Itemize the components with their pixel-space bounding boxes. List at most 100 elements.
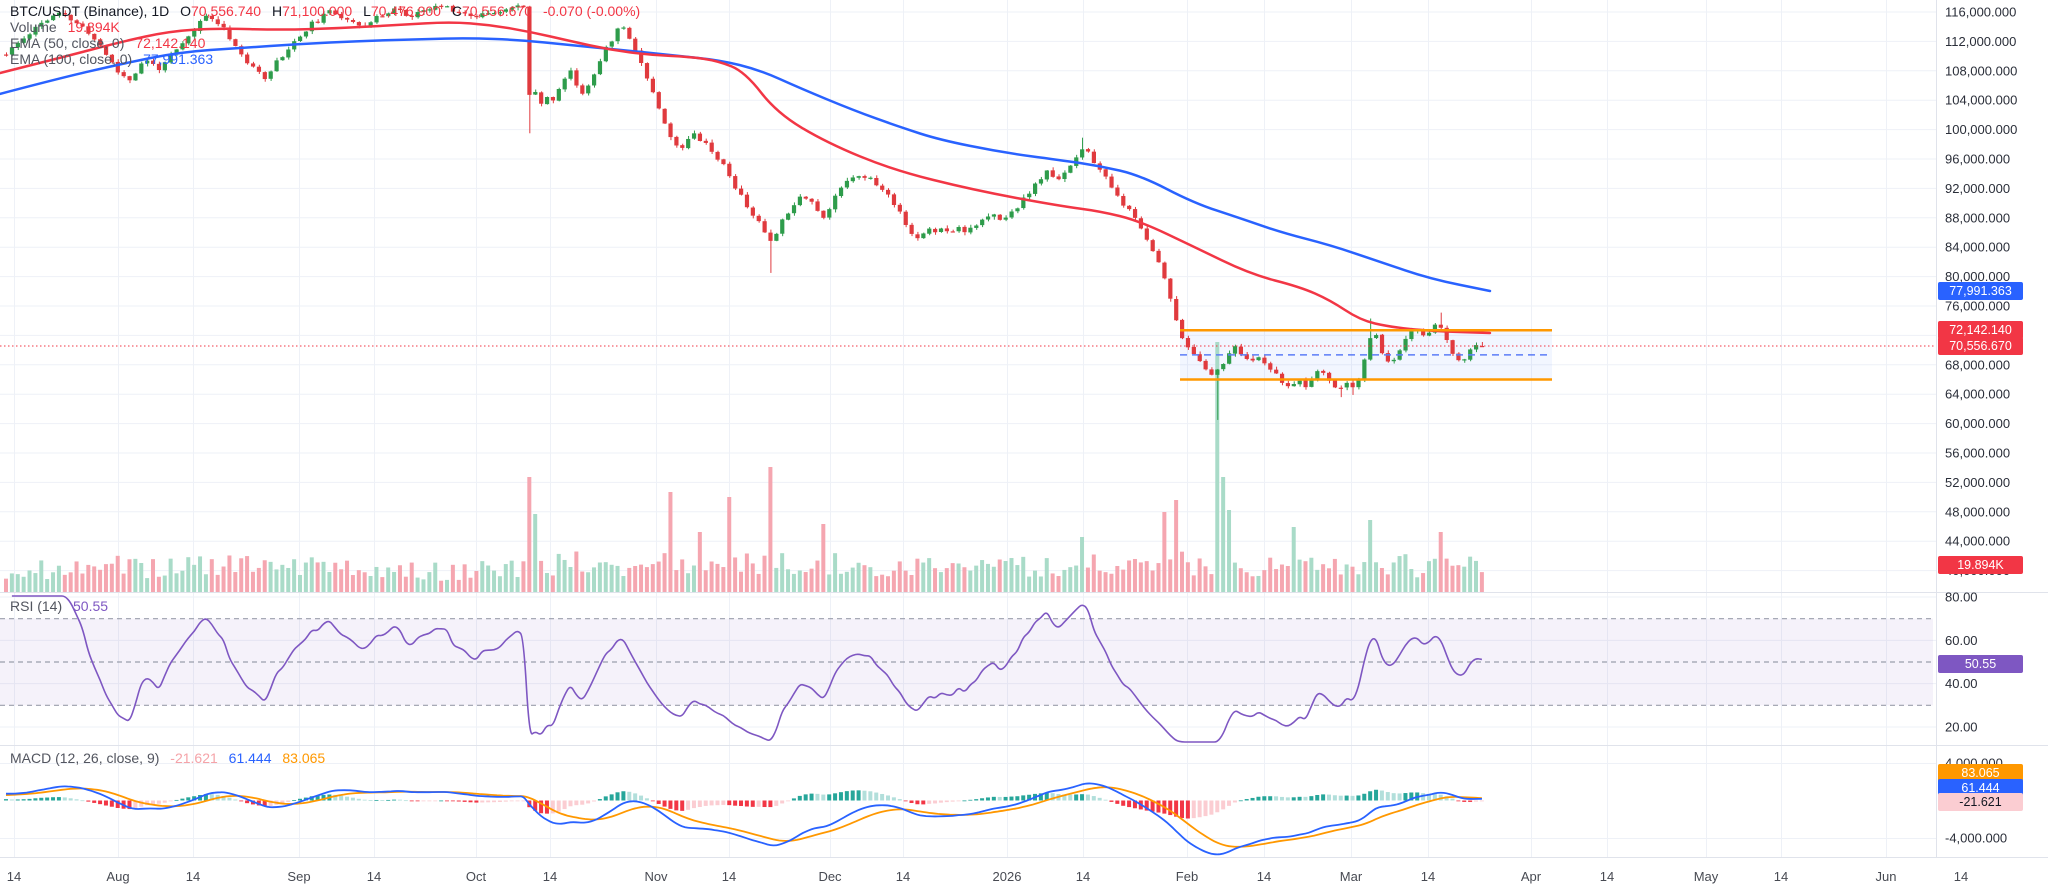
- macd-histogram-bar: [127, 800, 132, 810]
- macd-signal-line[interactable]: [5, 786, 1482, 848]
- macd-histogram-bar: [1221, 800, 1226, 810]
- macd-histogram-bar: [1044, 792, 1049, 801]
- macd-histogram-bar: [697, 800, 702, 808]
- time-tick-label: Feb: [1176, 869, 1198, 884]
- price-tick-label: 88,000.000: [1945, 210, 2010, 225]
- volume-bar: [1291, 527, 1296, 592]
- macd-line[interactable]: [5, 782, 1482, 856]
- volume-bar: [1103, 572, 1108, 592]
- macd-histogram-bar: [1468, 800, 1473, 802]
- volume-bar: [1238, 568, 1243, 592]
- candle-body: [1044, 170, 1049, 180]
- candle-body: [1109, 176, 1114, 188]
- candle-body: [886, 189, 891, 195]
- candle-body: [1338, 387, 1343, 389]
- candle-body: [1444, 327, 1449, 341]
- candle-body: [1050, 170, 1055, 177]
- price-tick-label: 92,000.000: [1945, 181, 2010, 196]
- macd-histogram-bar: [315, 795, 320, 801]
- price-tick-label: 100,000.000: [1945, 122, 2017, 137]
- volume-bar: [991, 566, 996, 592]
- rsi-legend[interactable]: RSI (14) 50.55: [10, 598, 108, 614]
- volume-bar: [1115, 565, 1120, 592]
- macd-histogram-bar: [1432, 794, 1437, 801]
- candle-body: [915, 234, 920, 239]
- candle-body: [550, 97, 556, 101]
- candle-body: [1003, 217, 1008, 220]
- macd-tick-label: -4,000.000: [1945, 831, 2007, 846]
- time-axis-bg[interactable]: [0, 858, 2048, 895]
- macd-histogram-bar: [915, 800, 920, 805]
- macd-histogram-bar: [298, 798, 302, 801]
- price-tick-label: 56,000.000: [1945, 445, 2010, 460]
- volume-bar: [609, 564, 614, 592]
- candle-body: [774, 233, 779, 241]
- candle-body: [403, 9, 409, 16]
- close-value: 70,556.670: [461, 3, 533, 19]
- volume-bar: [374, 566, 379, 592]
- candle-body: [327, 10, 332, 14]
- volume-bar: [21, 576, 26, 592]
- volume-bar: [227, 555, 232, 592]
- candle-body: [721, 159, 726, 165]
- ema100-line[interactable]: [0, 37, 1492, 293]
- candle-body: [445, 6, 450, 8]
- volume-bar: [968, 570, 973, 592]
- candle-body: [127, 76, 132, 81]
- macd-histogram-bar: [462, 800, 467, 802]
- time-tick-label: 14: [1257, 869, 1271, 884]
- volume-bar: [650, 564, 655, 592]
- candle-body: [462, 12, 467, 14]
- volume-bar: [1338, 574, 1343, 592]
- volume-row[interactable]: Volume 19.894K: [10, 19, 640, 36]
- candle-body: [1268, 363, 1273, 370]
- volume-bar: [1109, 573, 1114, 592]
- macd-histogram-bar: [1068, 794, 1073, 801]
- price-tick-label: 68,000.000: [1945, 357, 2010, 372]
- volume-bar: [1003, 561, 1008, 592]
- volume-bar: [233, 572, 238, 592]
- volume-bar: [956, 563, 961, 592]
- volume-bar: [1156, 563, 1161, 592]
- volume-bar: [1474, 560, 1478, 592]
- macd-histogram-bar: [1309, 796, 1314, 801]
- candle-body: [309, 21, 314, 32]
- macd-histogram-bar: [9, 799, 14, 801]
- candle-body: [433, 5, 438, 10]
- macd-histogram-bar: [762, 800, 767, 808]
- candle-body: [880, 185, 885, 190]
- macd-legend[interactable]: MACD (12, 26, close, 9) -21.621 61.444 8…: [10, 750, 325, 766]
- symbol-row[interactable]: BTC/USDT (Binance), 1D O70,556.740 H71,1…: [10, 3, 640, 20]
- rsi-line[interactable]: [11, 595, 1483, 743]
- volume-bar: [603, 562, 608, 592]
- price-tick-label: 84,000.000: [1945, 240, 2010, 255]
- candle-body: [450, 5, 456, 12]
- macd-histogram-bar: [1127, 800, 1132, 808]
- candle-body: [574, 70, 579, 86]
- macd-histogram-bar: [850, 790, 855, 801]
- macd-histogram-bar: [1003, 796, 1008, 801]
- candle-body: [86, 26, 91, 34]
- macd-histogram-bar: [974, 799, 979, 801]
- ema100-row[interactable]: EMA (100, close, 0) 77,991.363: [10, 51, 640, 68]
- macd-histogram-bar: [151, 800, 155, 805]
- candle-body: [991, 214, 997, 217]
- candle-body: [533, 91, 538, 95]
- volume-bar: [1391, 562, 1396, 592]
- volume-bar: [544, 572, 549, 592]
- ema50-line[interactable]: [0, 21, 1492, 335]
- macd-histogram-bar: [615, 792, 620, 801]
- macd-histogram-bar: [421, 800, 426, 802]
- volume-bar: [533, 514, 538, 592]
- volume-bar: [309, 557, 314, 592]
- candle-body: [891, 194, 897, 206]
- price-tick-label: 96,000.000: [1945, 151, 2010, 166]
- volume-bar: [733, 557, 738, 592]
- volume-bar: [827, 574, 832, 592]
- macd-histogram-bar: [550, 800, 555, 814]
- ema50-row[interactable]: EMA (50, close, 0) 72,142.140: [10, 35, 640, 52]
- candle-body: [956, 227, 961, 232]
- macd-histogram-bar: [1303, 796, 1308, 801]
- candle-body: [1374, 335, 1379, 339]
